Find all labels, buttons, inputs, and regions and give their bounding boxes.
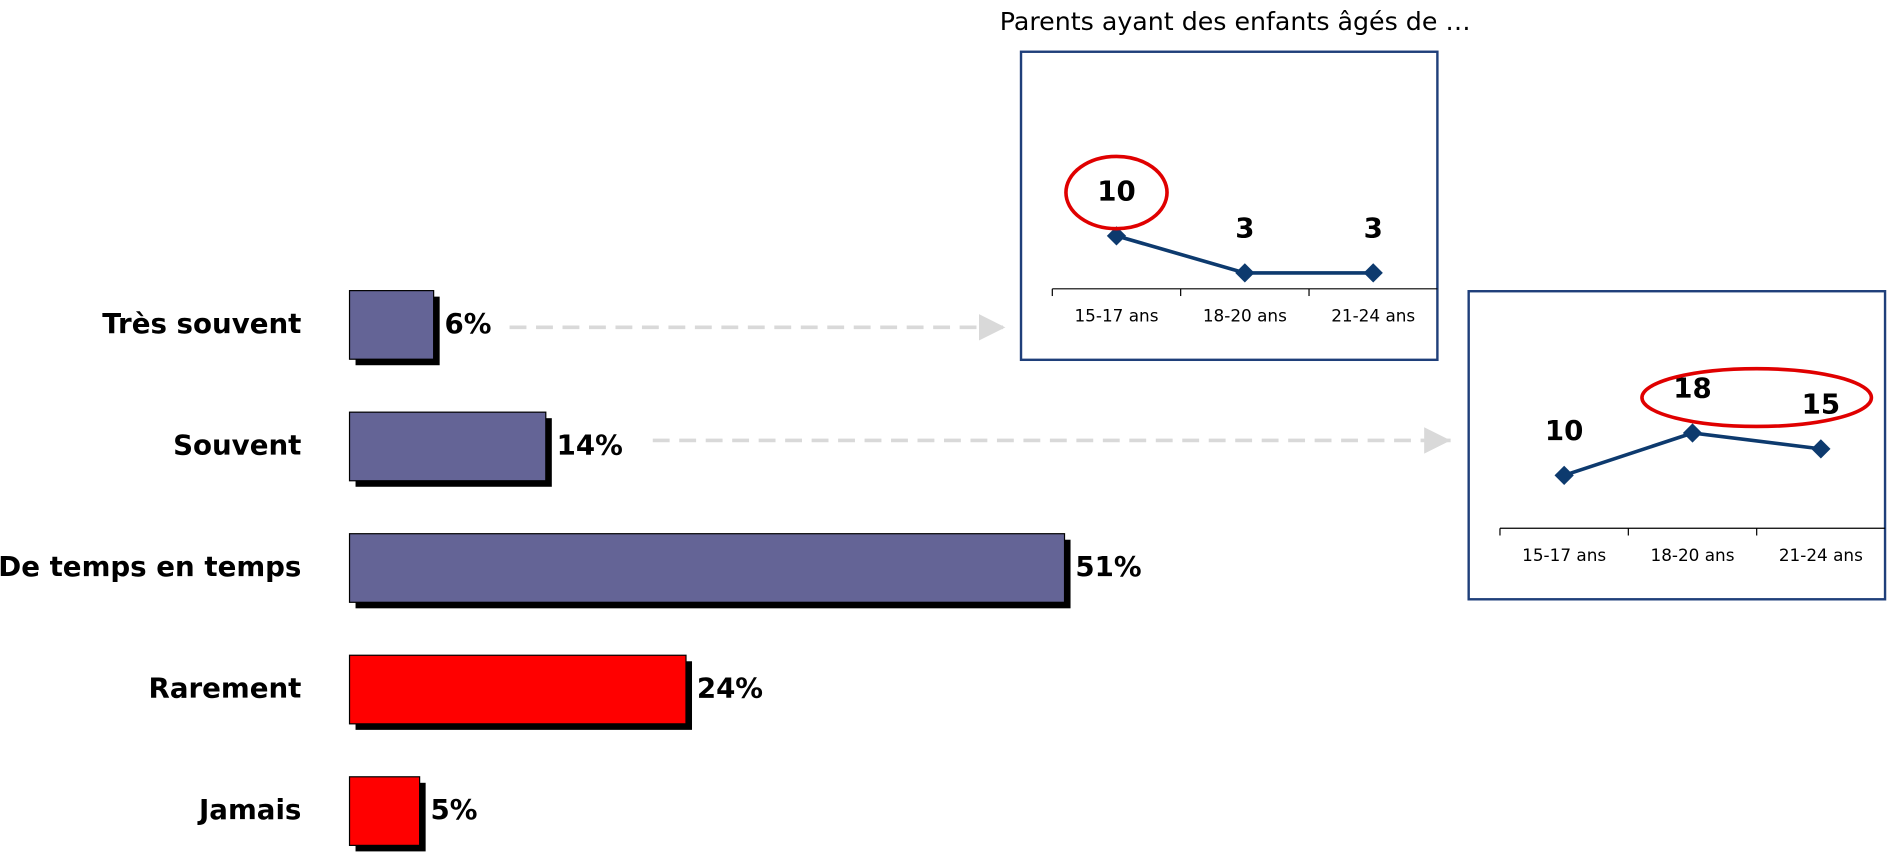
value-label: 5% — [430, 793, 477, 826]
value-label: 14% — [557, 428, 623, 461]
highlight-circle — [1064, 154, 1169, 231]
bar — [348, 776, 421, 846]
data-label: 10 — [1545, 414, 1584, 447]
marker — [1363, 263, 1383, 283]
marker — [1682, 423, 1703, 443]
marker — [1554, 465, 1574, 485]
inset-frame — [1019, 50, 1439, 362]
bar — [348, 533, 1066, 603]
highlight-circle — [1640, 366, 1874, 429]
data-label: 10 — [1097, 175, 1136, 208]
value-label: 51% — [1075, 550, 1141, 583]
category-label: Très souvent — [102, 307, 301, 340]
x-tick-label: 21-24 ans — [1331, 305, 1415, 325]
value-label: 6% — [444, 307, 491, 340]
inset-title: Parents ayant des enfants âgés de … — [1000, 7, 1471, 36]
x-tick-label: 15-17 ans — [1074, 305, 1158, 325]
x-tick-label: 15-17 ans — [1522, 545, 1606, 565]
bar — [348, 654, 687, 725]
category-label: Jamais — [197, 793, 301, 826]
data-label: 3 — [1364, 212, 1383, 245]
category-label: De temps en temps — [0, 550, 301, 583]
bar — [348, 411, 547, 482]
x-tick-label: 18-20 ans — [1651, 545, 1735, 565]
marker — [1106, 226, 1127, 246]
x-tick-label: 21-24 ans — [1779, 545, 1863, 565]
value-label: 24% — [697, 672, 763, 705]
category-label: Rarement — [149, 672, 302, 705]
marker — [1235, 263, 1255, 283]
x-tick-label: 18-20 ans — [1203, 305, 1287, 325]
data-label: 3 — [1235, 212, 1254, 245]
bar — [348, 290, 435, 360]
category-label: Souvent — [173, 428, 301, 461]
marker — [1811, 439, 1831, 459]
data-label: 15 — [1802, 388, 1841, 421]
